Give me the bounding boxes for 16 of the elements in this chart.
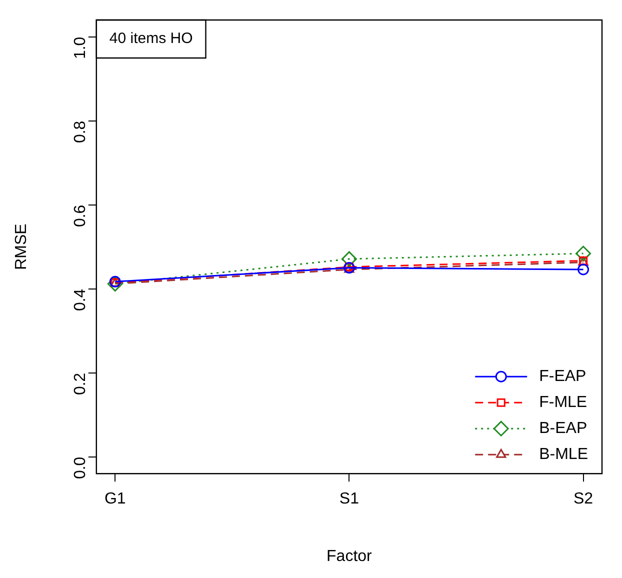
annotation: 40 items HO	[109, 30, 193, 48]
x-tick-label: S2	[573, 490, 594, 508]
y-tick-label: 0.8	[72, 120, 89, 144]
x-tick-label: G1	[104, 490, 126, 508]
x-axis-title: Factor	[326, 548, 373, 565]
legend-label: B-EAP	[539, 420, 588, 438]
legend-label: B-MLE	[539, 446, 588, 464]
y-tick-label: 0.4	[72, 288, 89, 312]
legend-label: F-EAP	[539, 368, 586, 386]
y-axis-title: RMSE	[13, 224, 30, 270]
y-tick-label: 0.0	[72, 456, 89, 480]
x-tick-label: S1	[339, 490, 360, 508]
y-tick-label: 1.0	[72, 36, 89, 60]
legend-label: F-MLE	[539, 394, 588, 412]
y-tick-label: 0.2	[72, 372, 89, 396]
y-tick-label: 0.6	[72, 204, 89, 228]
